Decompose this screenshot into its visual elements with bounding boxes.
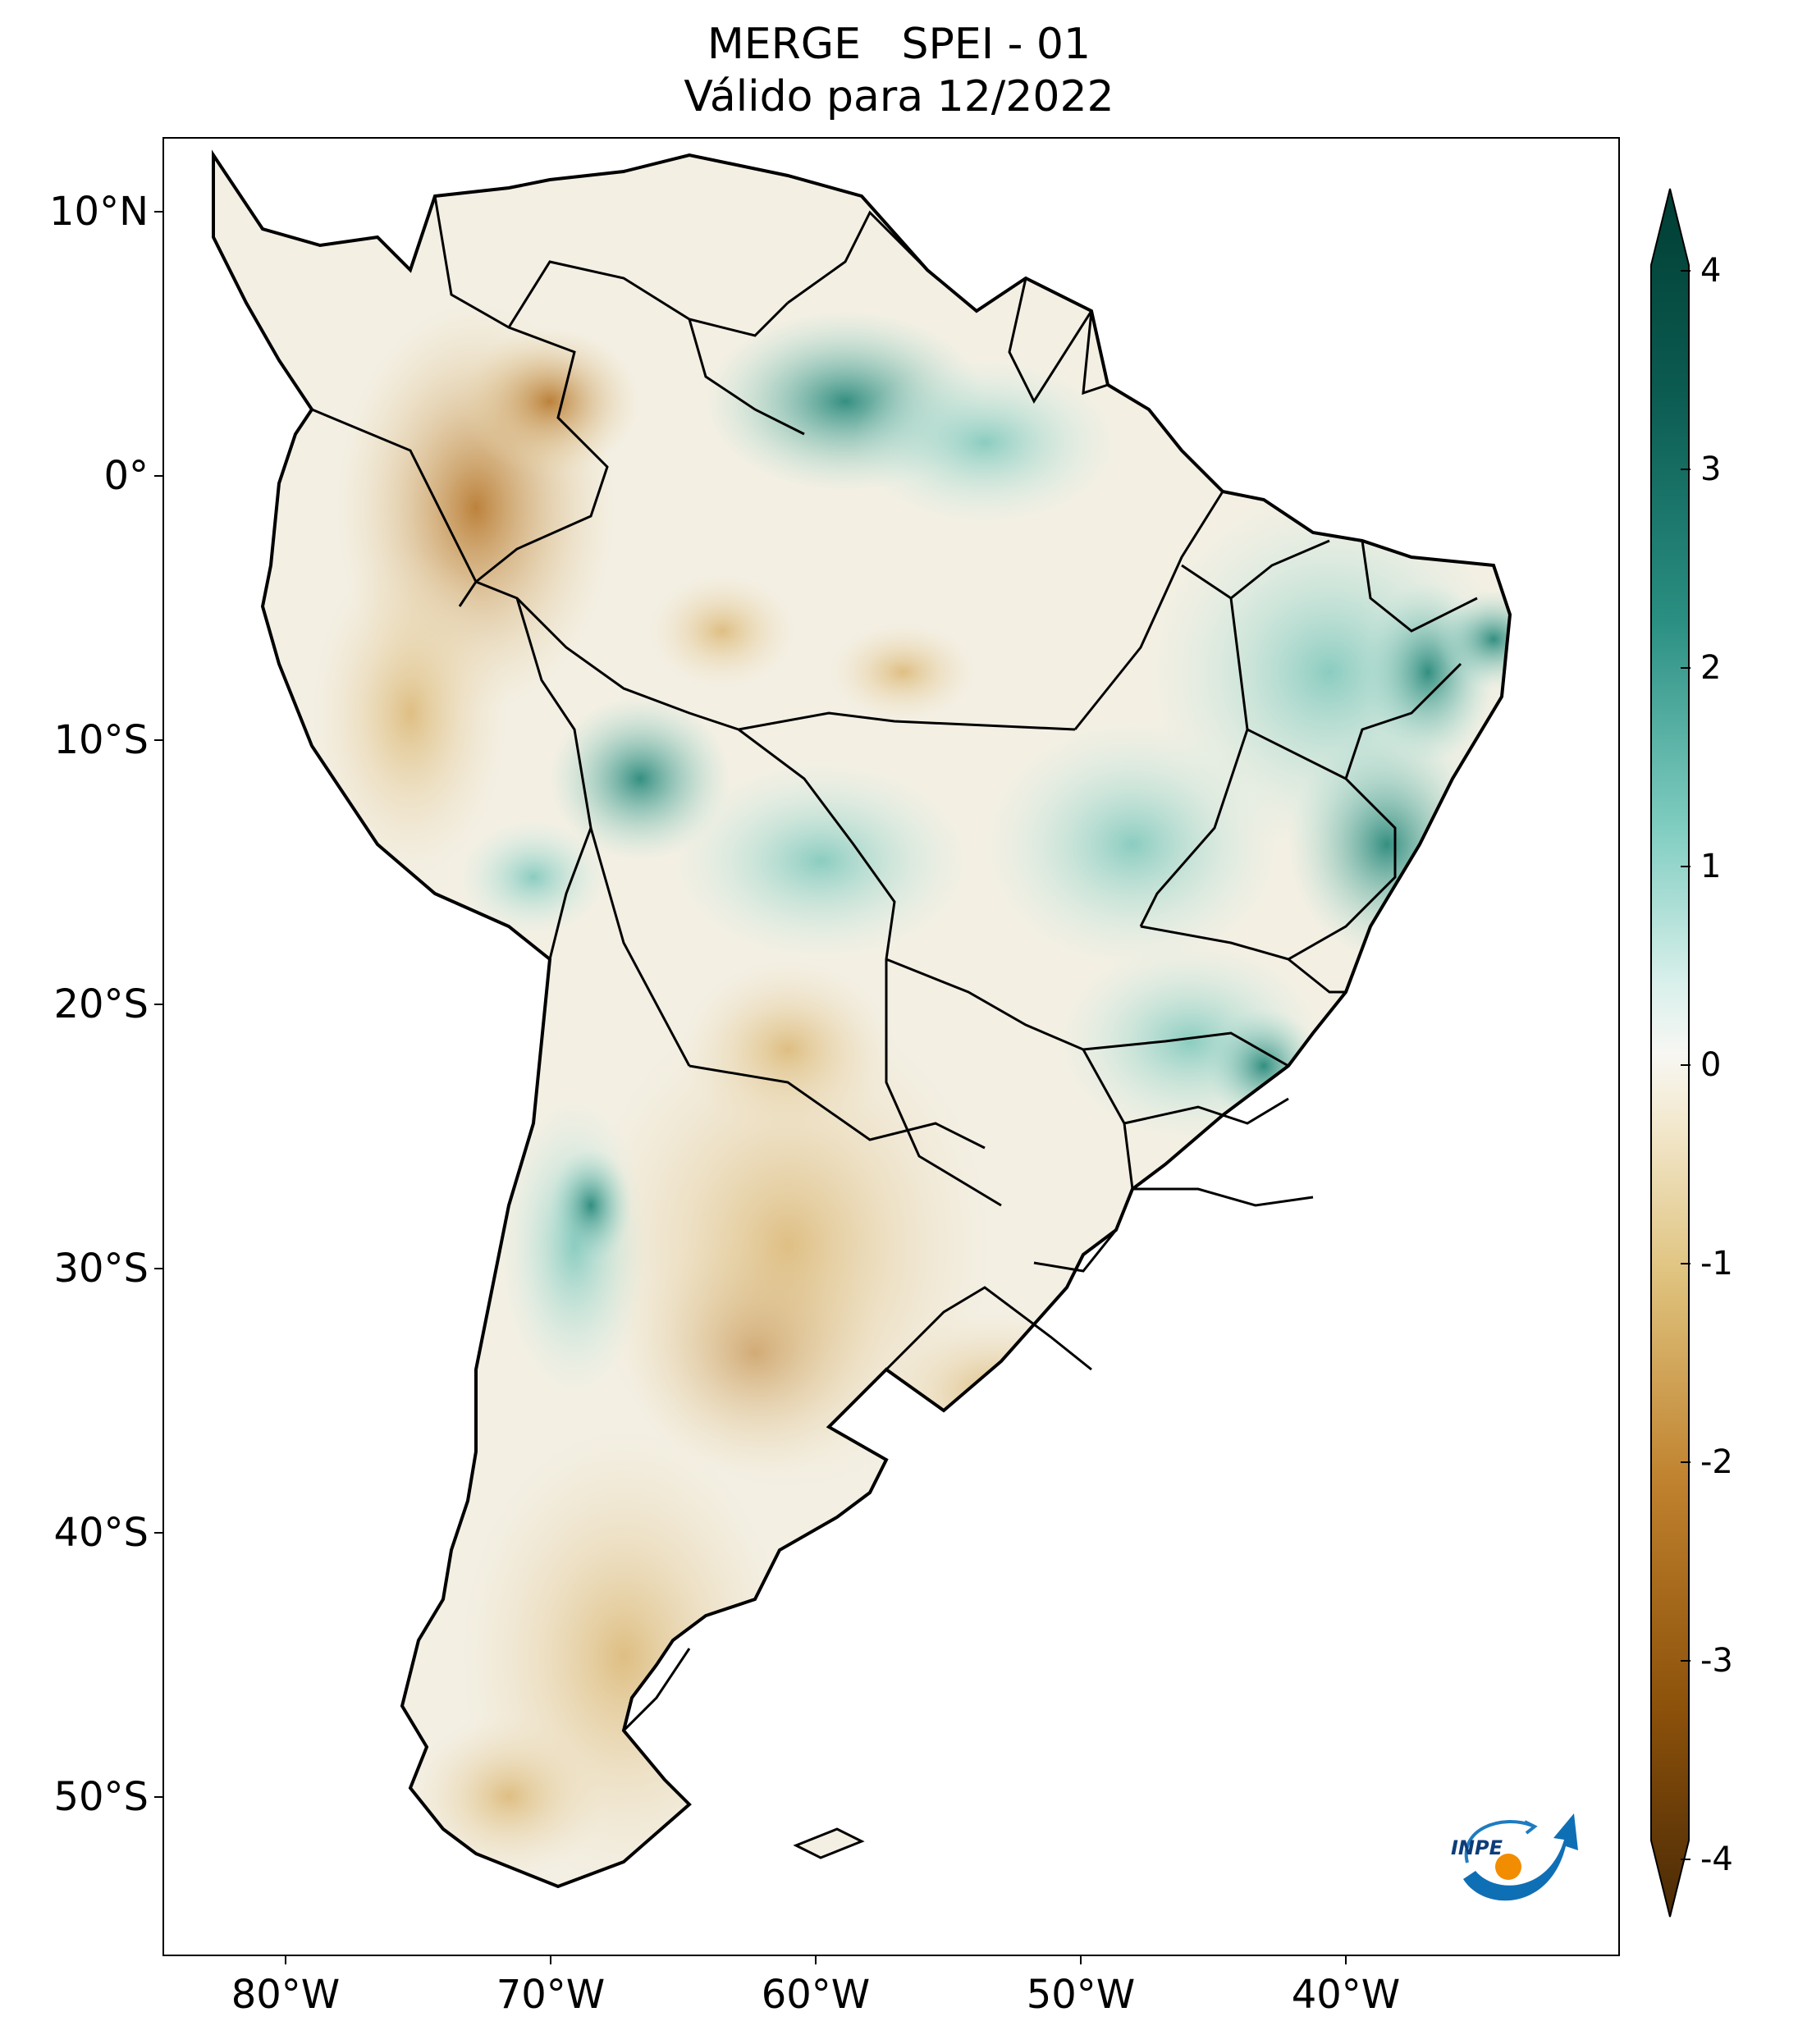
inpe-logo-icon bbox=[1463, 1813, 1578, 1901]
lat-tickmark bbox=[154, 1532, 162, 1534]
lat-tickmark bbox=[154, 1004, 162, 1005]
colorbar-tick bbox=[1681, 1660, 1690, 1662]
lat-tickmark bbox=[154, 1796, 162, 1798]
colorbar-label-neg4: -4 bbox=[1700, 1841, 1733, 1878]
colorbar-label-0: 0 bbox=[1700, 1046, 1722, 1084]
lon-tickmark bbox=[285, 1956, 286, 1964]
lat-tickmark bbox=[154, 211, 162, 213]
lon-tickmark bbox=[1080, 1956, 1082, 1964]
map-title: MERGE SPEI - 01 bbox=[707, 20, 1091, 69]
lat-tick-10n: 10°N bbox=[49, 189, 149, 235]
colorbar-label-neg1: -1 bbox=[1700, 1245, 1733, 1283]
inpe-logo: INPE bbox=[1443, 1789, 1590, 1912]
falkland-islands bbox=[793, 1827, 865, 1859]
map-subtitle: Válido para 12/2022 bbox=[684, 72, 1114, 121]
colorbar-label-3: 3 bbox=[1700, 450, 1722, 488]
inpe-logo-text: INPE bbox=[1451, 1836, 1503, 1859]
lat-tick-50s: 50°S bbox=[53, 1774, 149, 1820]
colorbar-tick bbox=[1681, 469, 1690, 470]
lat-tickmark bbox=[154, 475, 162, 477]
country-borders bbox=[311, 195, 1478, 1732]
map-area[interactable] bbox=[162, 137, 1620, 1956]
lon-tick-80w: 80°W bbox=[231, 1972, 341, 2018]
colorbar-tick bbox=[1681, 866, 1690, 867]
colorbar-label-2: 2 bbox=[1700, 649, 1722, 687]
lat-tick-10s: 10°S bbox=[53, 717, 149, 763]
lat-tick-40s: 40°S bbox=[53, 1510, 149, 1556]
lat-tick-20s: 20°S bbox=[53, 981, 149, 1027]
lon-tickmark bbox=[815, 1956, 817, 1964]
colorbar-tick bbox=[1681, 1263, 1690, 1264]
lat-tickmark bbox=[154, 1268, 162, 1269]
colorbar-label-neg2: -2 bbox=[1700, 1443, 1733, 1481]
lat-tick-0: 0° bbox=[103, 453, 149, 499]
lon-tick-40w: 40°W bbox=[1291, 1972, 1401, 2018]
south-america-map bbox=[212, 153, 1512, 1888]
lat-tick-30s: 30°S bbox=[53, 1246, 149, 1292]
colorbar bbox=[1650, 188, 1690, 1918]
colorbar-label-neg3: -3 bbox=[1700, 1642, 1733, 1680]
colorbar-tick bbox=[1681, 667, 1690, 669]
colorbar-label-4: 4 bbox=[1700, 252, 1722, 290]
colorbar-tick bbox=[1681, 1064, 1690, 1066]
lon-tickmark bbox=[1345, 1956, 1347, 1964]
colorbar-tick bbox=[1681, 1461, 1690, 1463]
lon-tick-50w: 50°W bbox=[1026, 1972, 1136, 2018]
lon-tick-60w: 60°W bbox=[761, 1972, 871, 2018]
lon-tick-70w: 70°W bbox=[496, 1972, 606, 2018]
colorbar-tick bbox=[1681, 1859, 1690, 1860]
lat-tickmark bbox=[154, 739, 162, 741]
lon-tickmark bbox=[550, 1956, 551, 1964]
colorbar-label-1: 1 bbox=[1700, 848, 1722, 885]
colorbar-tick bbox=[1681, 270, 1690, 272]
